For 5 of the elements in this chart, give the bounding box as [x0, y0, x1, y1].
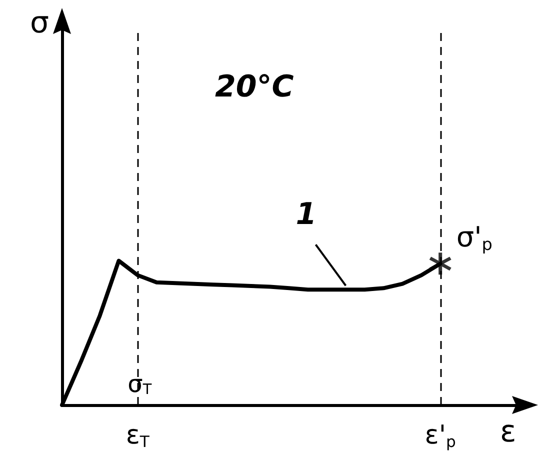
text: 1 — [296, 197, 317, 232]
text: 20°C — [215, 70, 294, 104]
ref-line-label: σT — [128, 370, 152, 398]
x-axis-title: ε — [500, 414, 516, 450]
text: σ — [30, 6, 50, 40]
